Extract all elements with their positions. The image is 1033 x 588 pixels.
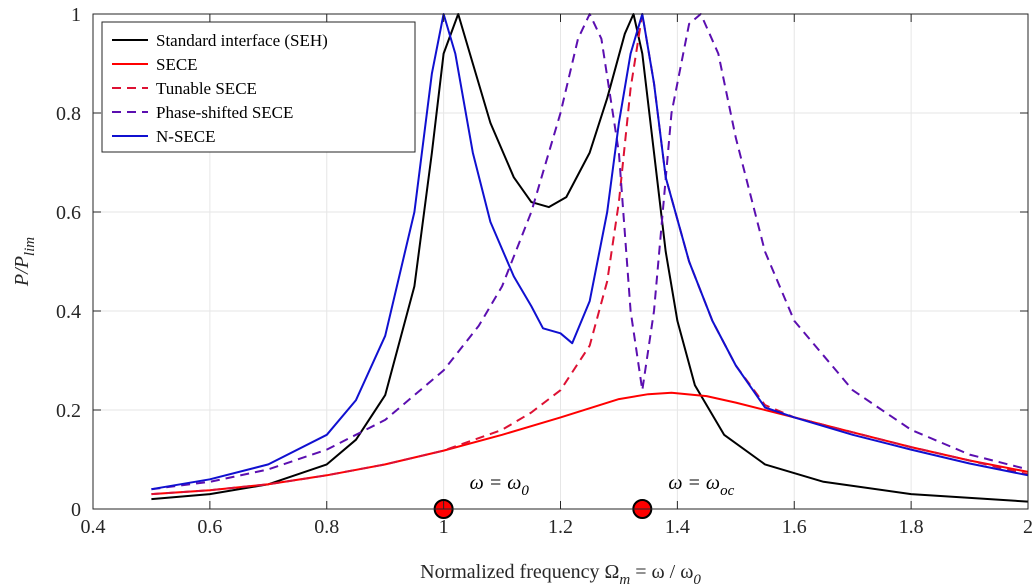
series-line (151, 13, 1029, 491)
y-tick-label: 0 (71, 499, 81, 521)
series-lines (151, 13, 1029, 503)
y-tick-label: 0.6 (56, 202, 81, 224)
legend: Standard interface (SEH) SECE Tunable SECE… (101, 21, 416, 153)
legend-box (101, 21, 416, 153)
x-tick-label: 0.4 (81, 516, 106, 538)
legend-item-label: Phase-shifted SECE (156, 103, 293, 122)
marker-label: ω = ωoc (668, 472, 734, 499)
x-tick-label: 1.8 (899, 516, 924, 538)
x-tick-label: 2 (1023, 516, 1033, 538)
marker-label: ω = ω0 (470, 472, 530, 499)
x-tick-label: 0.6 (197, 516, 222, 538)
x-tick-label: 1 (439, 516, 449, 538)
x-tick-label: 0.8 (314, 516, 339, 538)
legend-item-label: SECE (156, 55, 198, 74)
x-tick-label: 1.2 (548, 516, 573, 538)
plot-frame (92, 13, 1029, 510)
y-tick-label: 0.2 (56, 400, 81, 422)
legend-item-label: Standard interface (SEH) (156, 31, 328, 50)
x-tick-label: 1.4 (665, 516, 690, 538)
series-line (151, 13, 1029, 491)
series-line (151, 13, 1029, 503)
x-tick-label: 1.6 (782, 516, 807, 538)
y-tick-label: 0.8 (56, 103, 81, 125)
x-axis-label: Normalized frequency Ωm = ω / ω0 (420, 561, 701, 588)
axes: 0.4 0.6 0.8 1 1.2 1.4 1.6 1.8 2 0 0.2 0.4 0.6 0.8 1 (56, 4, 1033, 538)
legend-item-label: Tunable SECE (156, 79, 257, 98)
y-tick-label: 0.4 (56, 301, 81, 323)
y-tick-label: 1 (71, 4, 81, 26)
legend-item-label: N-SECE (156, 127, 216, 146)
y-axis-label: P/Plim (11, 237, 38, 287)
